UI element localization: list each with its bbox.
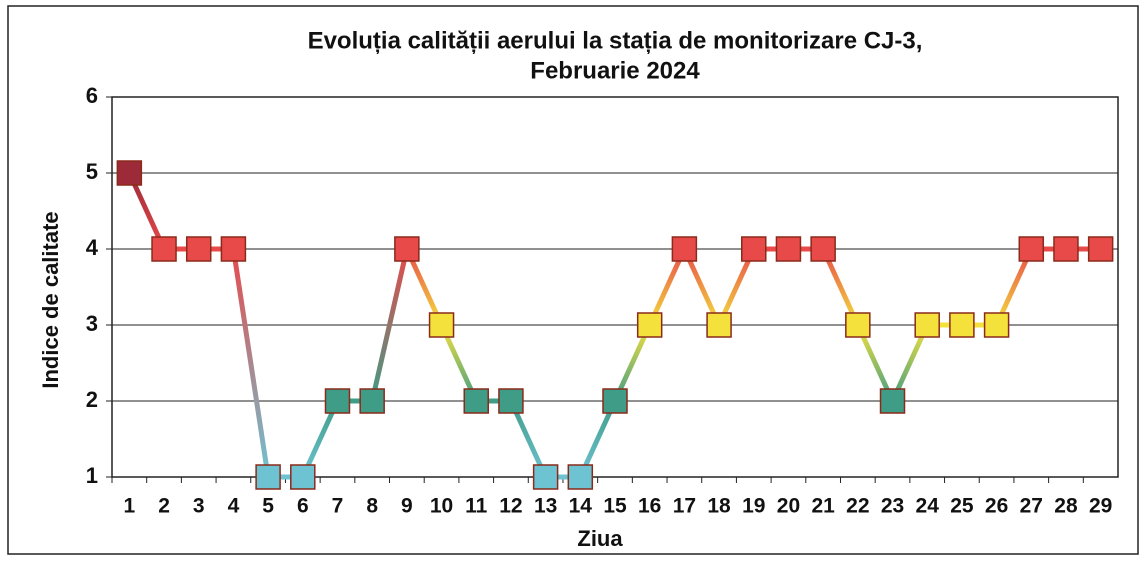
x-tick-label: 7 (332, 495, 344, 518)
x-tick-label: 8 (366, 495, 378, 518)
x-tick-label: 14 (569, 495, 593, 518)
marker (707, 313, 731, 337)
x-tick-label: 29 (1089, 495, 1112, 518)
marker (464, 389, 488, 413)
marker (742, 237, 766, 261)
x-tick-label: 13 (534, 495, 557, 518)
marker (187, 237, 211, 261)
marker (950, 313, 974, 337)
x-tick-label: 2 (158, 495, 170, 518)
x-tick-label: 16 (638, 495, 661, 518)
marker (776, 237, 800, 261)
x-tick-label: 17 (673, 495, 696, 518)
marker (846, 313, 870, 337)
x-tick-label: 28 (1054, 495, 1078, 518)
x-tick-label: 18 (707, 495, 731, 518)
x-tick-label: 9 (401, 495, 413, 518)
marker (152, 237, 176, 261)
x-tick-label: 26 (985, 495, 1008, 518)
x-tick-label: 4 (228, 495, 240, 518)
x-tick-label: 21 (811, 495, 835, 518)
x-tick-label: 6 (297, 495, 309, 518)
marker (325, 389, 349, 413)
x-tick-label: 12 (499, 495, 522, 518)
x-tick-label: 27 (1020, 495, 1043, 518)
marker (985, 313, 1009, 337)
chart-title: Februarie 2024 (530, 57, 700, 84)
marker (568, 465, 592, 489)
x-tick-label: 10 (430, 495, 453, 518)
y-tick-label: 2 (86, 387, 98, 412)
x-tick-label: 1 (124, 495, 136, 518)
marker (638, 313, 662, 337)
x-tick-label: 22 (846, 495, 869, 518)
x-tick-label: 23 (881, 495, 904, 518)
marker (1019, 237, 1043, 261)
marker (221, 237, 245, 261)
marker (534, 465, 558, 489)
x-tick-label: 20 (777, 495, 800, 518)
x-tick-label: 3 (193, 495, 205, 518)
marker (117, 161, 141, 185)
x-axis-label: Ziua (577, 526, 623, 551)
marker (881, 389, 905, 413)
chart-title: Evoluția calității aerului la stația de … (308, 27, 923, 54)
y-tick-label: 5 (86, 159, 98, 184)
y-tick-label: 6 (86, 83, 98, 108)
x-tick-label: 24 (916, 495, 940, 518)
marker (1089, 237, 1113, 261)
marker (811, 237, 835, 261)
marker (256, 465, 280, 489)
y-tick-label: 3 (86, 311, 98, 336)
marker (499, 389, 523, 413)
marker (430, 313, 454, 337)
x-tick-label: 11 (465, 495, 488, 518)
x-tick-label: 5 (262, 495, 274, 518)
marker (603, 389, 627, 413)
y-axis-label: Indice de calitate (38, 211, 63, 388)
y-tick-label: 4 (86, 235, 99, 260)
marker (395, 237, 419, 261)
marker (1054, 237, 1078, 261)
x-tick-label: 19 (742, 495, 765, 518)
marker (672, 237, 696, 261)
marker (360, 389, 384, 413)
x-tick-label: 15 (603, 495, 627, 518)
marker (915, 313, 939, 337)
x-tick-label: 25 (950, 495, 974, 518)
marker (291, 465, 315, 489)
y-tick-label: 1 (86, 463, 98, 488)
